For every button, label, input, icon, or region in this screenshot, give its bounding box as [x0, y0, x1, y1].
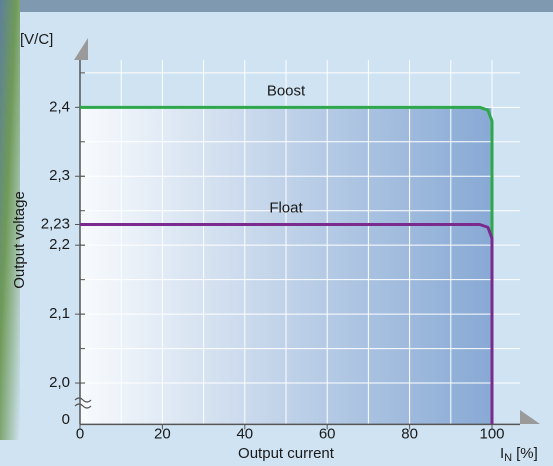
chart: 2,0 2,1 2,2 2,23 2,3 2,4 0 20 40 60 80 100 Boost Floa… [0, 0, 553, 466]
series-label: Boost [267, 82, 306, 99]
y-tick-label: 2,0 [49, 374, 70, 391]
photo-strip [0, 0, 553, 12]
y-unit: [V/C] [20, 31, 53, 48]
x-tick-label: 0 [76, 425, 84, 442]
x-tick-label: 40 [236, 425, 253, 442]
series-label: Float [269, 199, 303, 216]
x-tick-label: 80 [401, 425, 418, 442]
y-tick-label: 2,1 [49, 305, 70, 322]
y-tick-label: 2,4 [49, 98, 70, 115]
y-axis-label: Output voltage [11, 191, 28, 289]
x-tick-label: 100 [479, 425, 504, 442]
x-axis-label: Output current [238, 445, 335, 462]
y-tick-label: 2,23 [41, 215, 70, 232]
x-tick-label: 20 [154, 425, 171, 442]
y-tick-label: 2,3 [49, 167, 70, 184]
x-tick-label: 60 [319, 425, 336, 442]
x-unit-subscript: N [504, 452, 512, 464]
y-origin-label: 0 [62, 411, 70, 428]
x-unit-suffix: [%] [516, 445, 538, 462]
y-tick-label: 2,2 [49, 236, 70, 253]
